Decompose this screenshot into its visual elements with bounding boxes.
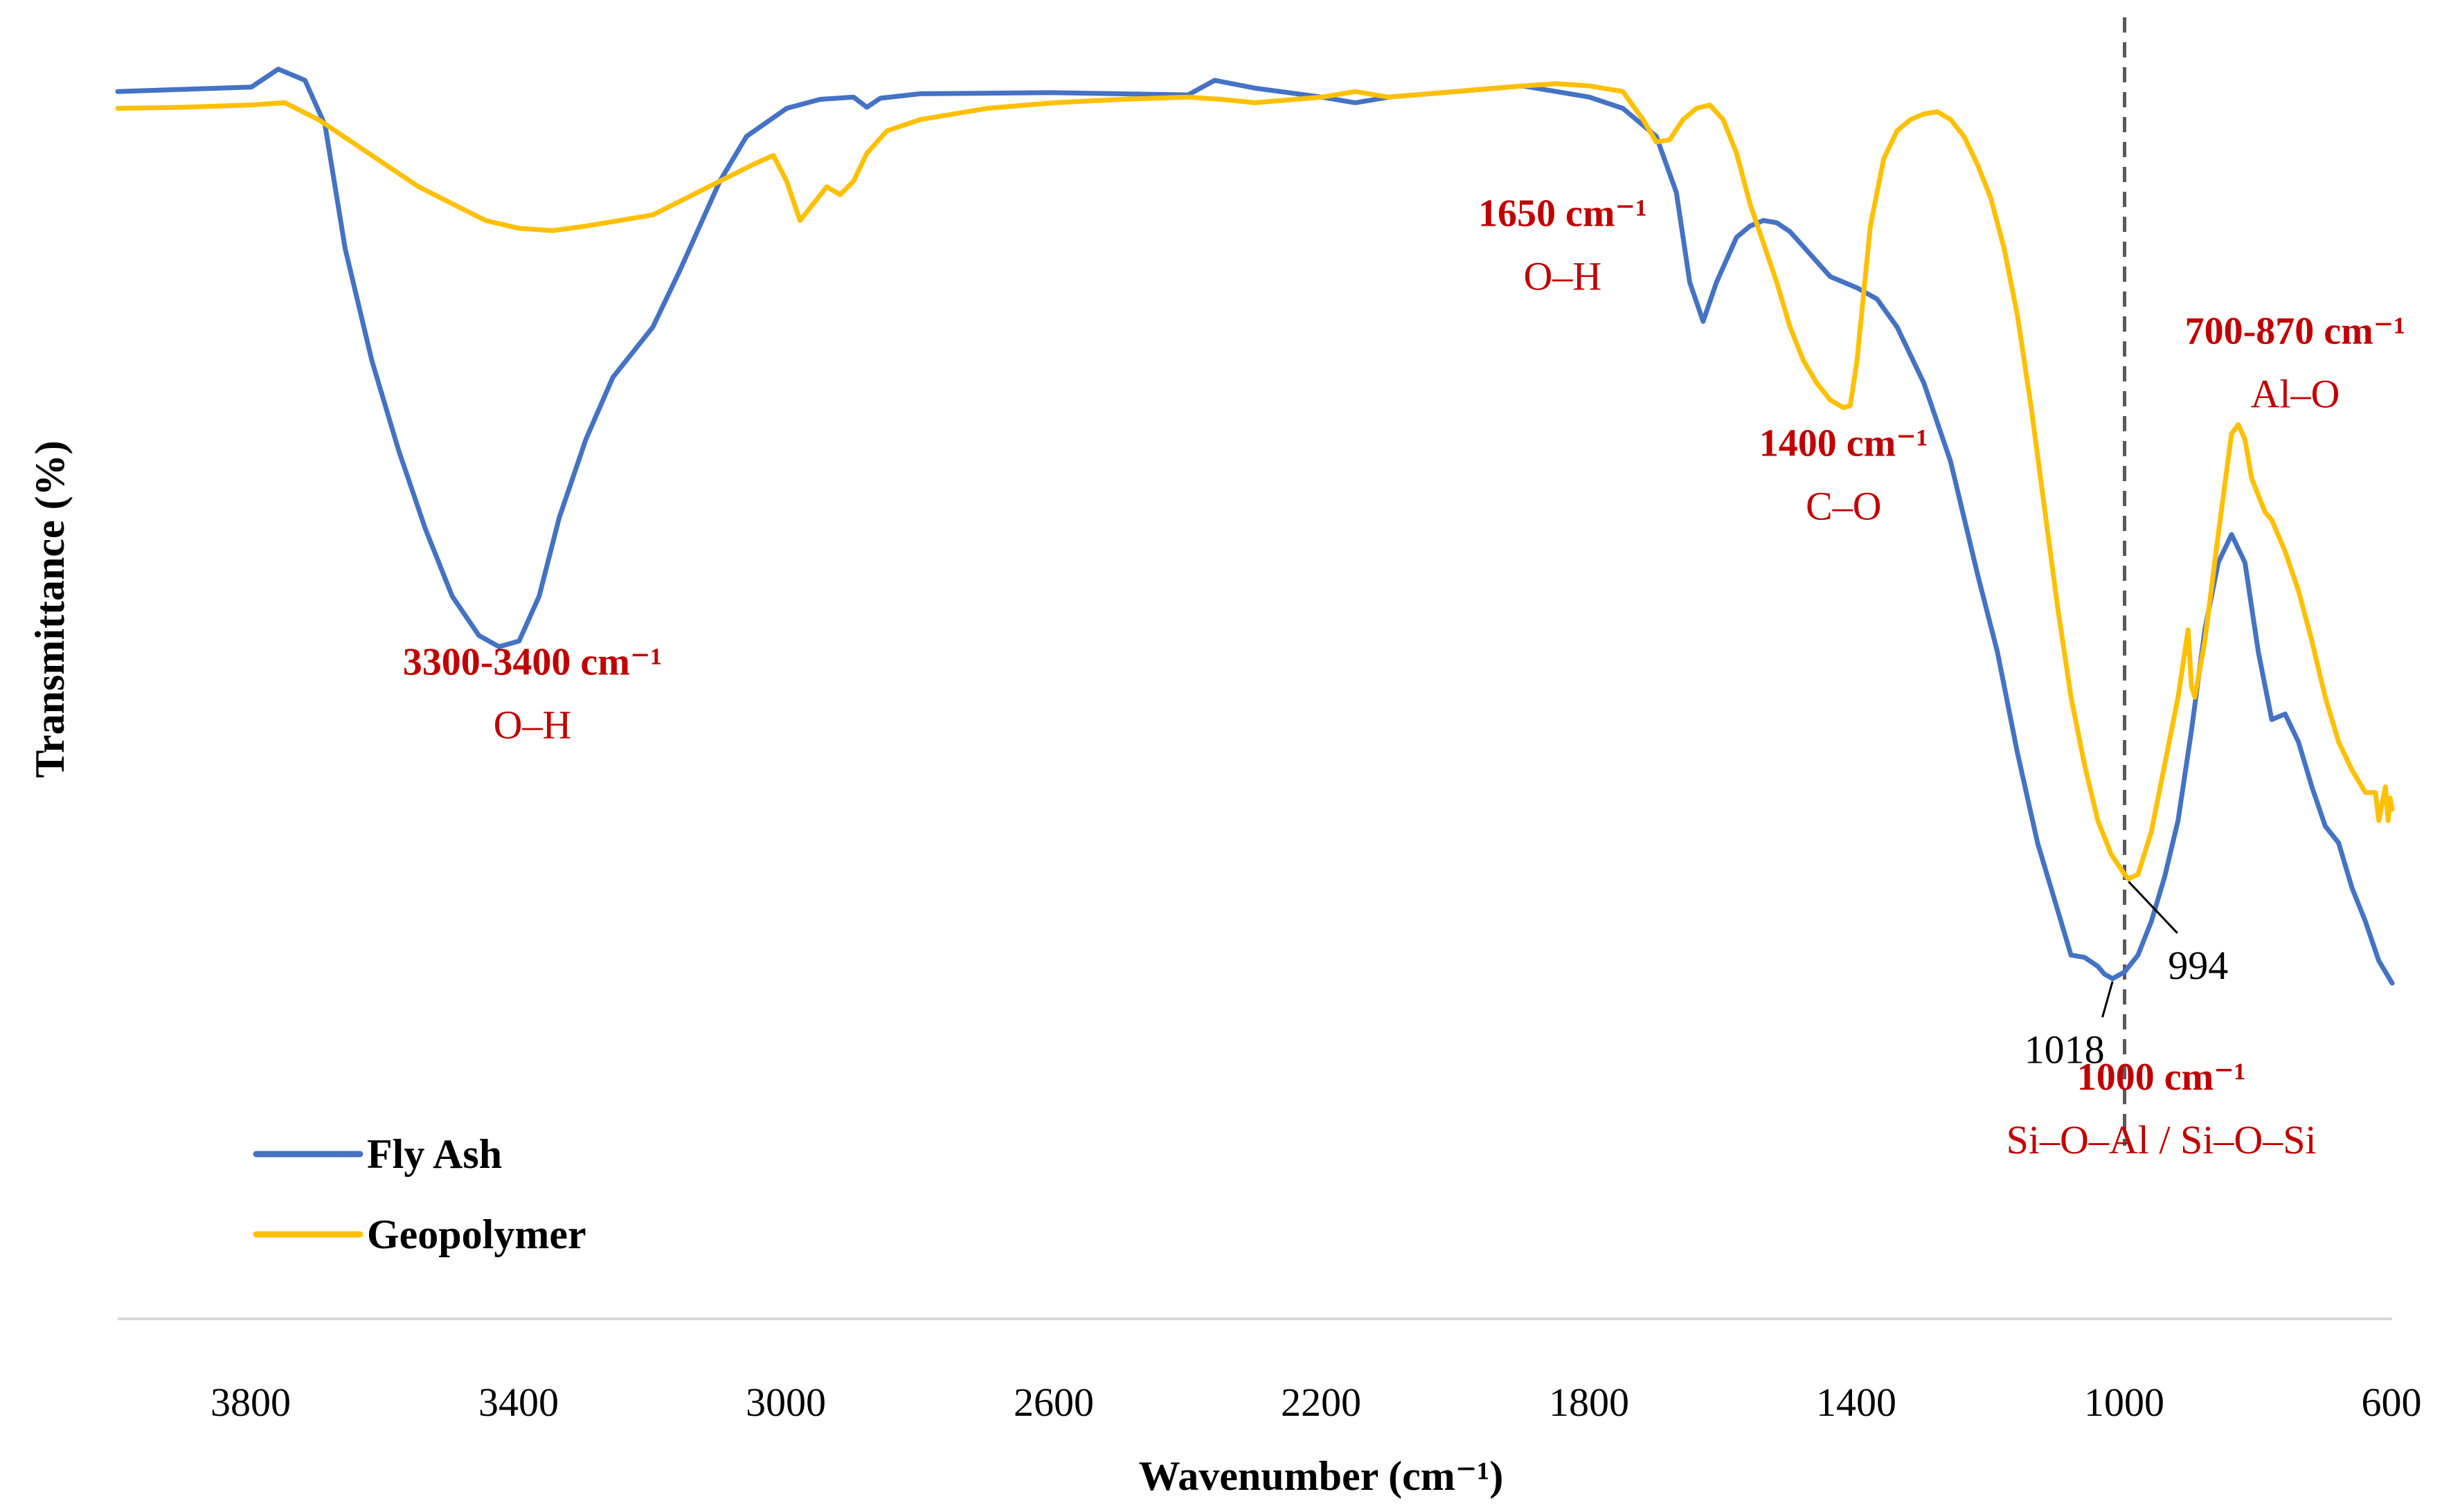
annotation-title: 1000 cm⁻¹: [2077, 1056, 2246, 1099]
peak-leader-1018: [2101, 981, 2114, 1018]
peak-label-1018: 1018: [2024, 1027, 2105, 1072]
legend-label-fly-ash: Fly Ash: [367, 1131, 502, 1177]
x-tick-label: 1400: [1816, 1380, 1896, 1425]
peak-leader-994: [2128, 881, 2178, 934]
annotation-title: 3300-3400 cm⁻¹: [403, 641, 663, 684]
annotation-subtitle: O–H: [494, 703, 572, 748]
annotation-alo: 700-870 cm⁻¹ Al–O: [2185, 310, 2406, 417]
x-tick-label: 2600: [1014, 1380, 1094, 1425]
x-tick-label: 3400: [478, 1380, 559, 1425]
annotation-title: 700-870 cm⁻¹: [2185, 310, 2406, 353]
annotation-subtitle: O–H: [1524, 254, 1602, 299]
legend-label-geopolymer: Geopolymer: [367, 1212, 586, 1257]
annotation-sioal: 1000 cm⁻¹ Si–O–Al / Si–O–Si: [2006, 1056, 2317, 1162]
x-axis-title: Wavenumber (cm⁻¹): [1139, 1453, 1504, 1499]
annotation-co-1400: 1400 cm⁻¹ C–O: [1759, 422, 1928, 529]
annotation-subtitle: C–O: [1806, 484, 1882, 529]
annotation-title: 1400 cm⁻¹: [1759, 422, 1928, 465]
annotation-title: 1650 cm⁻¹: [1478, 192, 1647, 235]
y-axis-title: Transmittance (%): [27, 440, 73, 777]
x-tick-label: 600: [2362, 1380, 2422, 1425]
annotation-oh-1650: 1650 cm⁻¹ O–H: [1478, 192, 1647, 299]
annotation-oh-broad: 3300-3400 cm⁻¹ O–H: [403, 641, 663, 748]
x-tick-label: 3000: [746, 1380, 826, 1425]
x-tick-label: 1800: [1549, 1380, 1629, 1425]
x-tick-label: 2200: [1281, 1380, 1361, 1425]
x-tick-labels: 3800 3400 3000 2600 2200 1800 1400 1000 …: [210, 1380, 2422, 1425]
annotation-subtitle: Al–O: [2250, 372, 2340, 417]
legend: Fly Ash Geopolymer: [253, 1131, 586, 1257]
x-tick-label: 1000: [2084, 1380, 2164, 1425]
x-tick-label: 3800: [210, 1380, 291, 1425]
series-line-geopolymer: [115, 81, 2395, 881]
peak-label-994: 994: [2168, 943, 2228, 988]
annotation-subtitle: Si–O–Al / Si–O–Si: [2006, 1117, 2317, 1162]
